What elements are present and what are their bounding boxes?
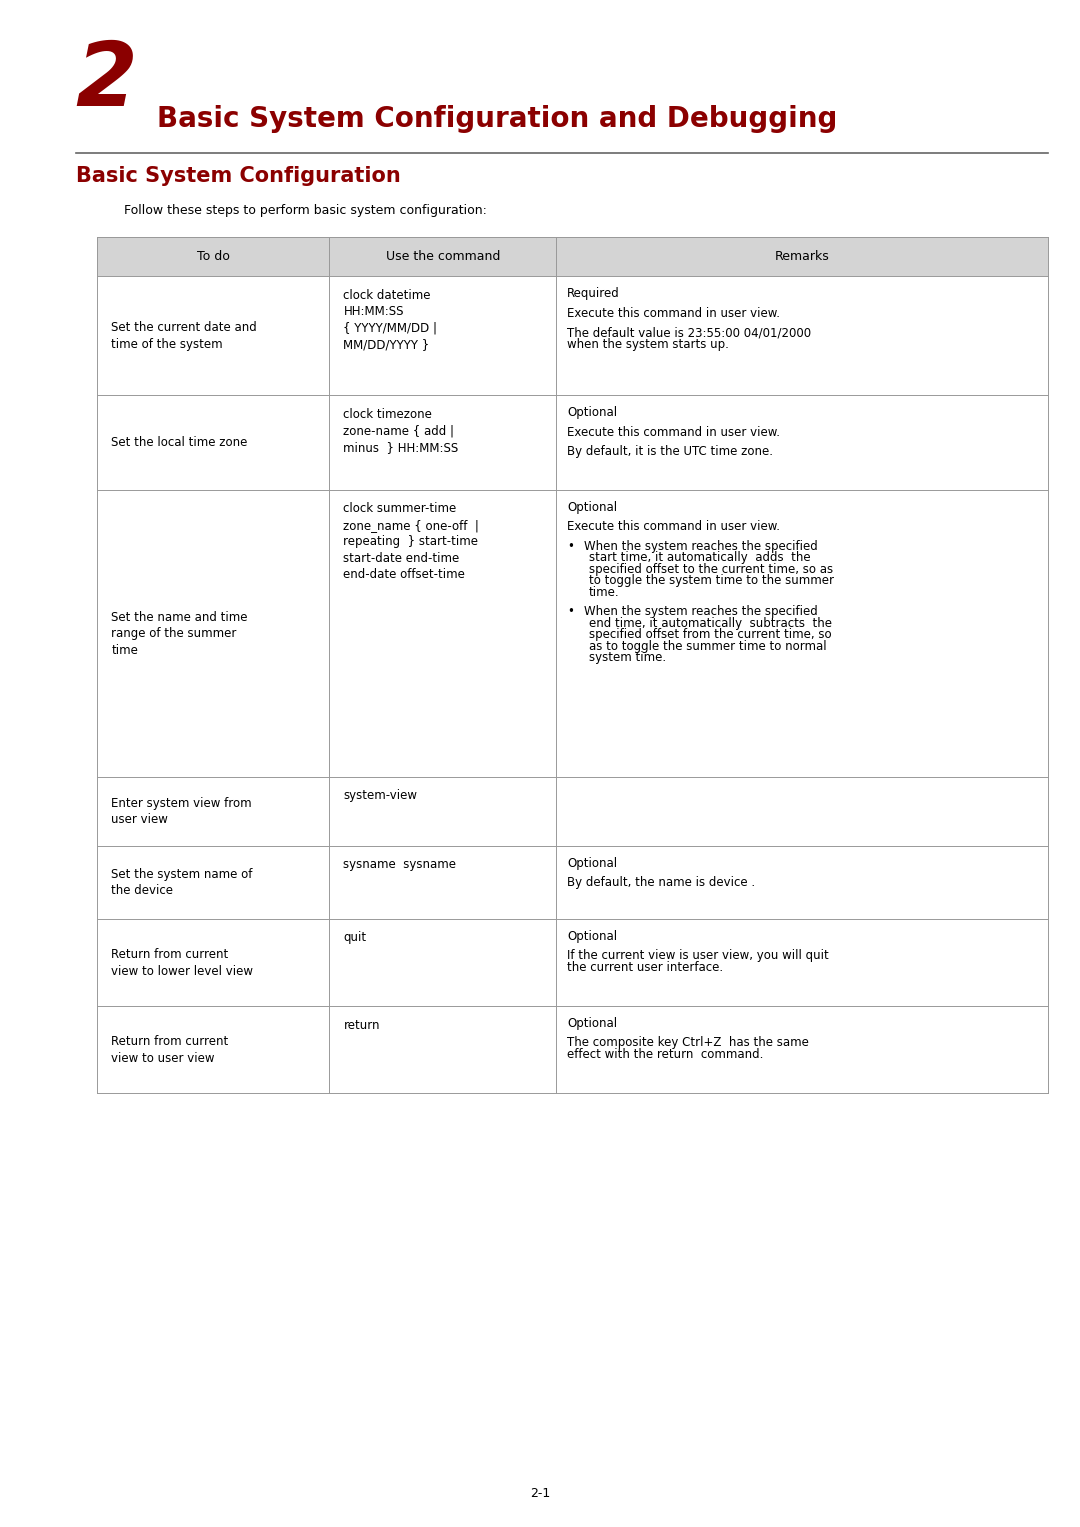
- Text: Set the system name of
the device: Set the system name of the device: [111, 867, 253, 898]
- Text: The composite key Ctrl+Z  has the same: The composite key Ctrl+Z has the same: [567, 1037, 809, 1049]
- Text: the current user interface.: the current user interface.: [567, 960, 724, 974]
- Text: Optional: Optional: [567, 501, 617, 515]
- Text: Return from current
view to lower level view: Return from current view to lower level …: [111, 948, 253, 977]
- Text: Remarks: Remarks: [774, 250, 829, 263]
- Text: quit: quit: [343, 931, 366, 945]
- Text: Execute this command in user view.: Execute this command in user view.: [567, 521, 780, 533]
- Text: If the current view is user view, you will quit: If the current view is user view, you wi…: [567, 950, 828, 962]
- Text: clock datetime
HH:MM:SS
{ YYYY/MM/DD |
MM/DD/YYYY }: clock datetime HH:MM:SS { YYYY/MM/DD | M…: [343, 289, 437, 351]
- Text: start time, it automatically  adds  the: start time, it automatically adds the: [589, 551, 810, 565]
- Text: when the system starts up.: when the system starts up.: [567, 337, 729, 351]
- Text: clock summer-time
zone_name { one-off  |
repeating  } start-time
start-date end-: clock summer-time zone_name { one-off | …: [343, 502, 480, 582]
- Text: Basic System Configuration: Basic System Configuration: [76, 166, 401, 186]
- Text: Optional: Optional: [567, 406, 617, 420]
- Text: When the system reaches the specified: When the system reaches the specified: [584, 541, 818, 553]
- Text: Basic System Configuration and Debugging: Basic System Configuration and Debugging: [157, 105, 837, 133]
- Bar: [97, 237, 1048, 276]
- Text: Follow these steps to perform basic system configuration:: Follow these steps to perform basic syst…: [124, 203, 487, 217]
- Text: clock timezone
zone-name { add |
minus  } HH:MM:SS: clock timezone zone-name { add | minus }…: [343, 408, 459, 454]
- Text: Set the current date and
time of the system: Set the current date and time of the sys…: [111, 321, 257, 351]
- Text: 2: 2: [76, 38, 137, 125]
- Text: sysname  sysname: sysname sysname: [343, 858, 457, 872]
- Text: 2-1: 2-1: [530, 1487, 550, 1500]
- Text: Enter system view from
user view: Enter system view from user view: [111, 797, 252, 826]
- Text: The default value is 23:55:00 04/01/2000: The default value is 23:55:00 04/01/2000: [567, 327, 811, 339]
- Text: return: return: [343, 1019, 380, 1032]
- Text: Optional: Optional: [567, 1017, 617, 1031]
- Text: system time.: system time.: [589, 651, 665, 664]
- Text: Return from current
view to user view: Return from current view to user view: [111, 1035, 229, 1064]
- Text: Execute this command in user view.: Execute this command in user view.: [567, 426, 780, 438]
- Text: Set the name and time
range of the summer
time: Set the name and time range of the summe…: [111, 611, 247, 657]
- Text: Use the command: Use the command: [386, 250, 500, 263]
- Text: specified offset to the current time, so as: specified offset to the current time, so…: [589, 563, 833, 576]
- Text: Optional: Optional: [567, 857, 617, 870]
- Text: By default, it is the UTC time zone.: By default, it is the UTC time zone.: [567, 446, 773, 458]
- Text: •: •: [567, 541, 573, 553]
- Text: specified offset from the current time, so: specified offset from the current time, …: [589, 628, 832, 641]
- Text: time.: time.: [589, 586, 619, 599]
- Text: system-view: system-view: [343, 789, 418, 803]
- Text: as to toggle the summer time to normal: as to toggle the summer time to normal: [589, 640, 826, 652]
- Text: Execute this command in user view.: Execute this command in user view.: [567, 307, 780, 319]
- Text: to toggle the system time to the summer: to toggle the system time to the summer: [589, 574, 834, 588]
- Text: Set the local time zone: Set the local time zone: [111, 437, 247, 449]
- Text: Required: Required: [567, 287, 620, 301]
- Text: •: •: [567, 605, 573, 618]
- Text: end time, it automatically  subtracts  the: end time, it automatically subtracts the: [589, 617, 832, 629]
- Text: Optional: Optional: [567, 930, 617, 944]
- Text: By default, the name is device .: By default, the name is device .: [567, 876, 755, 889]
- Text: To do: To do: [197, 250, 230, 263]
- Text: effect with the return  command.: effect with the return command.: [567, 1048, 764, 1061]
- Text: When the system reaches the specified: When the system reaches the specified: [584, 605, 818, 618]
